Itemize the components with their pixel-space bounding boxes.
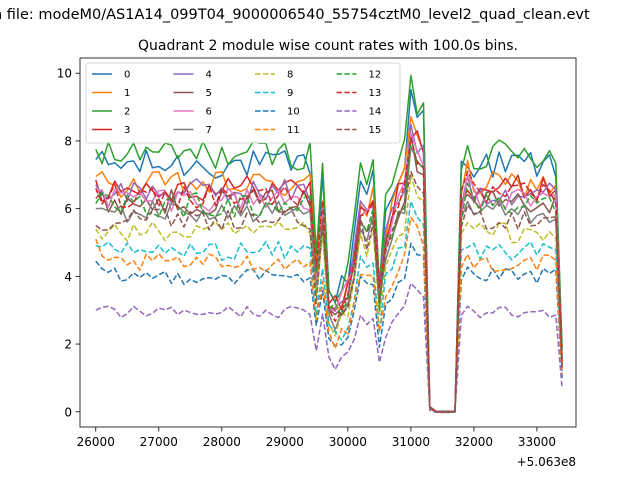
legend-label-4: 4 xyxy=(206,70,212,81)
legend-label-14: 14 xyxy=(369,107,382,118)
legend-label-7: 7 xyxy=(206,125,212,136)
legend-label-10: 10 xyxy=(287,107,300,118)
series-line-14 xyxy=(95,282,563,414)
legend-label-0: 0 xyxy=(124,70,130,81)
legend-label-8: 8 xyxy=(287,70,293,81)
legend-label-3: 3 xyxy=(124,125,130,136)
x-offset-text: +5.063e8 xyxy=(517,455,576,469)
series-line-15 xyxy=(95,170,563,413)
legend-box xyxy=(85,62,401,144)
plot-area xyxy=(95,74,563,414)
y-tick-label: 10 xyxy=(57,67,72,81)
x-tick-label: 27000 xyxy=(140,435,178,449)
x-tick-label: 28000 xyxy=(203,435,241,449)
x-tick-label: 30000 xyxy=(329,435,367,449)
legend-label-6: 6 xyxy=(206,107,212,118)
y-tick-label: 8 xyxy=(64,134,72,148)
x-tick-label: 33000 xyxy=(518,435,556,449)
legend-label-5: 5 xyxy=(206,88,212,99)
series-line-12 xyxy=(95,137,563,414)
legend-label-15: 15 xyxy=(369,125,382,136)
series-line-8 xyxy=(95,174,563,414)
series-line-13 xyxy=(95,137,563,414)
legend-label-9: 9 xyxy=(287,88,293,99)
legend-label-11: 11 xyxy=(287,125,300,136)
y-tick-label: 4 xyxy=(64,270,72,284)
legend-label-12: 12 xyxy=(369,70,382,81)
series-line-9 xyxy=(95,200,563,414)
figure-suptitle: n file: modeM0/AS1A14_099T04_9000006540_… xyxy=(0,7,590,23)
axes: 26000 27000 28000 29000 30000 31000 32000 33000… xyxy=(57,57,577,449)
x-tick-label: 29000 xyxy=(266,435,304,449)
y-tick-label: 0 xyxy=(64,405,72,419)
x-tick-label: 32000 xyxy=(455,435,493,449)
legend-label-2: 2 xyxy=(124,107,130,118)
x-tick-label: 31000 xyxy=(392,435,430,449)
series-line-2 xyxy=(95,74,563,414)
series-line-11 xyxy=(95,216,563,413)
legend-label-13: 13 xyxy=(369,88,382,99)
chart-title: Quadrant 2 module wise count rates with … xyxy=(138,38,518,54)
series-line-10 xyxy=(95,242,563,414)
y-tick-label: 6 xyxy=(64,202,72,216)
x-tick-label: 26000 xyxy=(77,435,115,449)
axes-frame xyxy=(79,57,577,428)
legend-label-1: 1 xyxy=(124,88,130,99)
y-tick-label: 2 xyxy=(64,338,72,352)
